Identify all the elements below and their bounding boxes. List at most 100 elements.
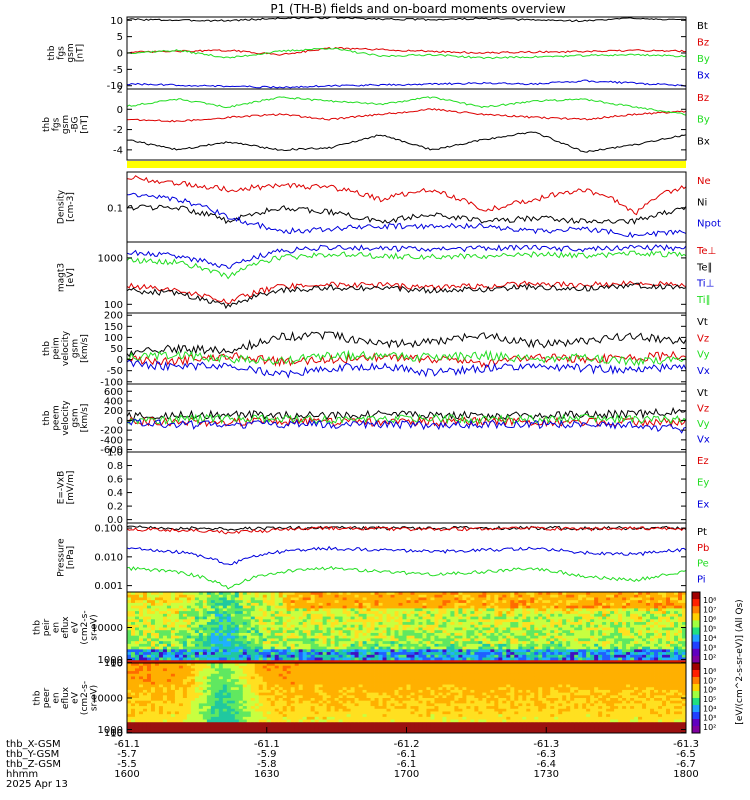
plot-title: P1 (TH-B) fields and on-board moments ov… [270, 2, 566, 16]
x-axis-row-label: thb_Z-GSM [6, 759, 61, 770]
y-tick-label: 100 [104, 300, 123, 311]
y-tick-label: 1000 [98, 725, 123, 736]
colorbar-tick-label: 10⁵ [703, 625, 716, 634]
panel-pressure: Pt Pb Pe Pi 0.100 0.010 0.001 Pressure [nPa] [56, 522, 709, 593]
legend-entry: Vx [697, 366, 710, 377]
y-axis-label-line: [mV/m] [66, 471, 76, 505]
x-axis-hhmm-label: 1800 [673, 769, 698, 780]
y-axis-label-line: gsm [61, 115, 71, 134]
series-line-Ne [127, 175, 686, 216]
heatmap-peer-spectrogram [127, 663, 687, 734]
x-axis-hhmm-label: 1730 [534, 769, 559, 780]
y-axis-label-line: fgs [52, 117, 62, 131]
y-axis-label-line: peer [42, 687, 52, 708]
legend-entry: Ez [697, 456, 709, 467]
series-line-Vz [127, 350, 686, 368]
y-tick-label: 0.2 [107, 502, 123, 513]
y-axis-label-line: sr-eV) [90, 614, 100, 640]
y-tick-label: 0.001 [94, 581, 123, 592]
y-axis-label-line: peem [52, 405, 62, 431]
y-tick-label: 0.100 [94, 524, 123, 535]
y-axis-label-line: [km/s] [80, 404, 90, 433]
y-axis-label-line: gsm [66, 43, 76, 62]
status-bar [127, 161, 686, 168]
y-tick-label: 0.1 [107, 203, 123, 214]
y-axis-label-line: Pressure [56, 538, 66, 577]
y-tick-label: 200 [104, 406, 123, 417]
y-axis-label-line: (cm2-s- [80, 610, 90, 644]
y-axis-label-line: eflux [61, 616, 71, 639]
legend-entry: Ey [697, 478, 709, 489]
y-tick-label: 5 [117, 32, 123, 43]
legend-entry: Vt [697, 388, 708, 399]
series-line-Bx [127, 131, 686, 153]
legend-entry: Te⊥ [696, 246, 716, 257]
colorbar-tick-label: 10⁶ [703, 686, 716, 695]
y-tick-label: 10 [110, 658, 123, 669]
series-line-Te∥ [127, 282, 686, 310]
series-line-Te⊥ [127, 280, 686, 305]
y-tick-label: -100 [100, 377, 123, 388]
legend-entry: Npot [697, 219, 721, 230]
legend-entry: By [697, 115, 710, 126]
y-axis-label-line: thb [42, 341, 52, 356]
y-axis-label-line: [nPa] [66, 546, 76, 569]
y-tick-label: -10 [107, 81, 123, 92]
series-line-Vx [127, 418, 686, 434]
y-axis-label-line: thb [47, 45, 57, 60]
x-axis-y-label: -5.9 [257, 749, 277, 760]
y-axis-label-line: thb [42, 410, 52, 425]
y-tick-label: 0 [117, 416, 123, 427]
y-tick-label: -400 [100, 435, 123, 446]
x-axis-y-label: -5.7 [117, 749, 137, 760]
panel-fgs-dsl: Bz By Bx 2 0 -2 -4 thb fgs gsm -BG [nT] [42, 85, 710, 161]
series-line-Pe [127, 565, 686, 590]
series-line-Npot [127, 192, 686, 239]
y-axis-label-line: [cm-3] [66, 192, 76, 222]
y-axis-label-line: velocity [61, 400, 71, 436]
y-tick-label: 0.0 [107, 515, 123, 526]
y-axis-label-line: eV [71, 691, 81, 704]
y-tick-label: 0.6 [107, 475, 123, 486]
y-axis-label-line: thb [33, 690, 43, 705]
colorbar-peer-spectrogram: 10⁸10⁷10⁶10⁵10⁴10³10²[eV/(cm^2-s-sr-eV)]… [691, 599, 745, 734]
legend-entry: Te∥ [696, 262, 713, 273]
x-axis-z-label: -5.5 [117, 759, 137, 770]
y-tick-label: 1000 [98, 253, 123, 264]
legend-entry: Vz [697, 333, 709, 344]
y-tick-label: 0.8 [107, 461, 123, 472]
legend-entry: Pi [697, 574, 706, 585]
y-tick-label: 10000 [91, 623, 123, 634]
y-axis-label-line: thb [42, 117, 52, 132]
y-tick-label: -50 [107, 366, 123, 377]
panel-fgs: Bt Bz By Bx 10 5 0 -5 -10 thb fgs gsm [nT] [47, 16, 710, 92]
colorbar-tick-label: 10⁷ [703, 676, 716, 685]
y-tick-label: 2 [117, 85, 123, 96]
y-axis-label-line: [nT] [80, 115, 90, 133]
series-line-Bt [127, 17, 686, 23]
x-axis-x-label: -61.2 [394, 739, 420, 750]
colorbar-tick-label: 10³ [703, 714, 716, 723]
y-axis-label-line: velocity [61, 330, 71, 366]
y-tick-label: -5 [113, 65, 123, 76]
colorbar-tick-label: 10⁷ [703, 606, 716, 615]
legend-entry: Ti⊥ [696, 279, 714, 290]
x-axis-z-label: -6.7 [676, 759, 696, 770]
series-line-Pi [127, 545, 686, 566]
y-axis-label-line: fgs [56, 46, 66, 60]
y-tick-label: 50 [110, 344, 123, 355]
y-axis-label-line: [nT] [75, 44, 85, 62]
x-axis-x-label: -61.3 [533, 739, 559, 750]
y-axis-label-efield: E=-VxB [mV/m] [56, 471, 76, 505]
colorbar-tick-label: 10⁴ [703, 704, 716, 713]
y-tick-label: 100 [104, 728, 123, 739]
y-tick-label: -2 [113, 125, 123, 136]
y-axis-label-line: (cm2-s- [80, 681, 90, 715]
y-tick-label: 100 [104, 333, 123, 344]
y-tick-label: 100 [104, 658, 123, 669]
y-tick-label: 0 [117, 105, 123, 116]
y-axis-label-line: gsm [71, 408, 81, 427]
x-axis-y-label: -6.3 [536, 749, 556, 760]
